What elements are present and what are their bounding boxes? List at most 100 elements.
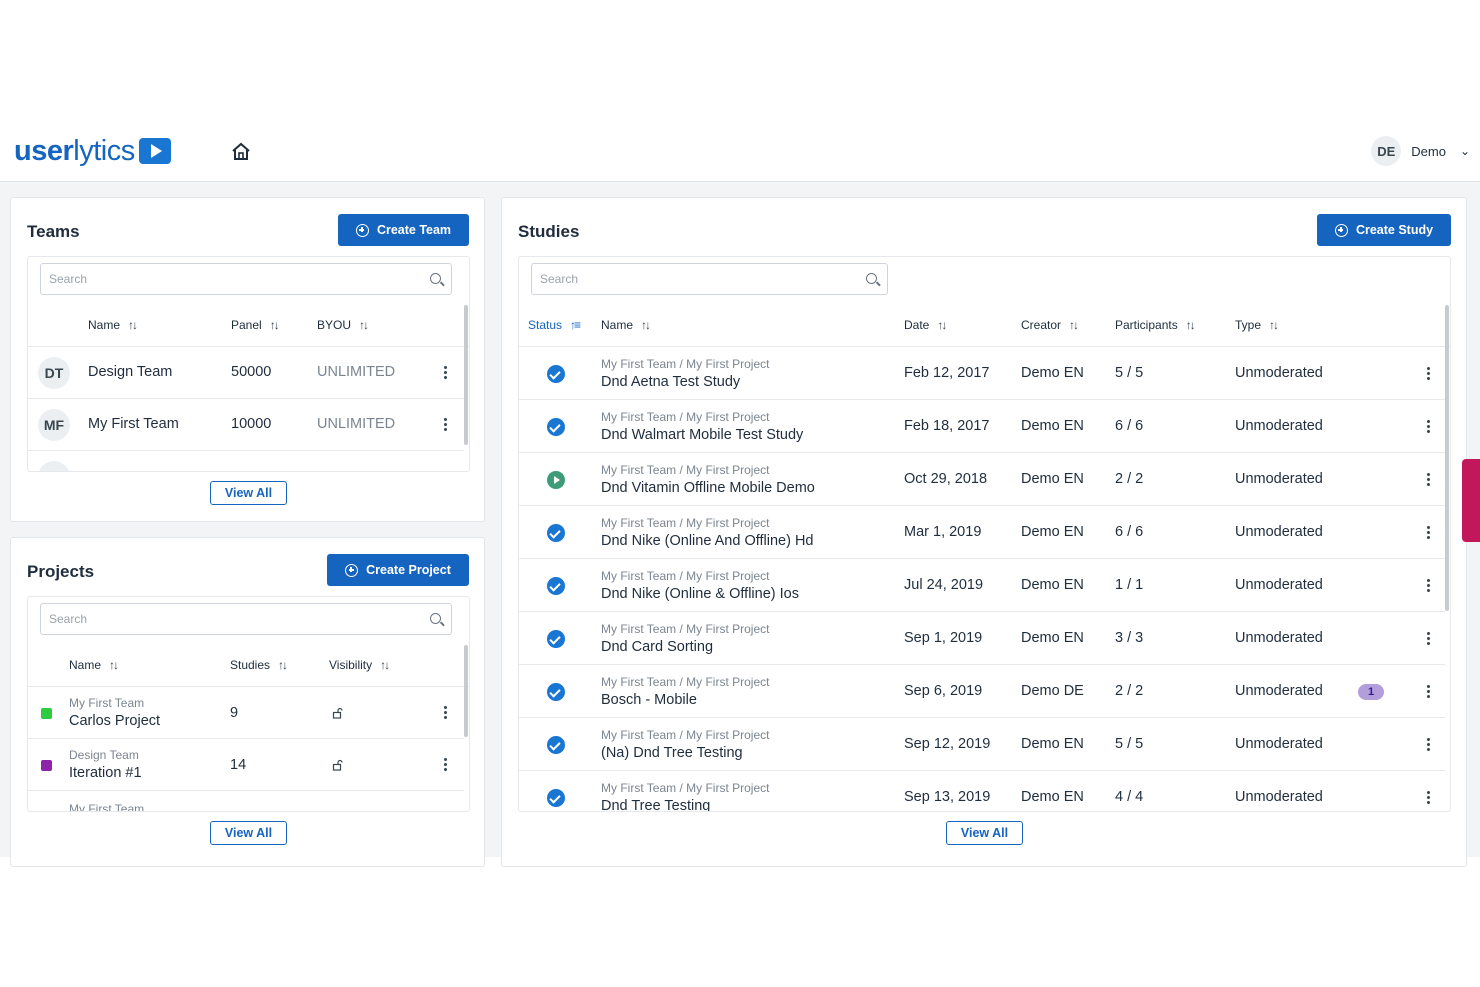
col-name[interactable]: Name ↑↓ <box>601 318 651 332</box>
scrollbar[interactable] <box>1445 305 1449 611</box>
feedback-side-tab[interactable] <box>1462 459 1480 542</box>
col-byou[interactable]: BYOU ↑↓ <box>317 318 369 332</box>
more-options-icon[interactable] <box>444 418 448 432</box>
search-icon[interactable] <box>866 273 877 284</box>
studies-view-all-button[interactable]: View All <box>946 821 1023 845</box>
sort-icon[interactable]: ↑↓ <box>1185 318 1196 332</box>
user-avatar[interactable]: DE <box>1371 136 1402 166</box>
study-creator: Demo EN <box>1021 524 1084 540</box>
projects-search-input[interactable]: Search <box>40 603 452 635</box>
projects-view-all-button[interactable]: View All <box>210 821 287 845</box>
col-status[interactable]: Status ↑≡ <box>528 318 581 332</box>
sort-icon[interactable]: ↑↓ <box>1269 318 1279 332</box>
sort-icon[interactable]: ↑↓ <box>128 318 138 332</box>
col-studies[interactable]: Studies ↑↓ <box>230 658 288 672</box>
sort-icon[interactable]: ↑↓ <box>109 658 119 672</box>
table-row[interactable]: My First Team / My First Project Dnd Tre… <box>519 771 1445 812</box>
table-row[interactable]: My First Team / My First Project (Na) Dn… <box>519 718 1445 771</box>
home-icon[interactable] <box>231 142 251 162</box>
unlock-icon <box>332 759 343 771</box>
table-row[interactable]: My First Team / My First Project Dnd Car… <box>519 612 1445 665</box>
teams-search-input[interactable]: Search <box>40 263 452 295</box>
study-name[interactable]: Dnd Nike (Online And Offline) Hd <box>601 533 814 549</box>
scrollbar[interactable] <box>464 645 468 737</box>
study-name[interactable]: Dnd Vitamin Offline Mobile Demo <box>601 480 815 496</box>
user-name[interactable]: Demo <box>1411 143 1446 159</box>
table-row[interactable]: DT Design Team 50000 UNLIMITED <box>28 347 464 399</box>
logo-text-bold: user <box>14 134 74 167</box>
sort-icon[interactable]: ↑↓ <box>278 658 288 672</box>
study-name[interactable]: Bosch - Mobile <box>601 692 697 708</box>
status-running-icon <box>547 471 565 489</box>
study-type: Unmoderated <box>1235 683 1323 699</box>
sort-icon[interactable]: ↑↓ <box>937 318 947 332</box>
projects-table: Search Name ↑↓ Studies ↑↓ Visibility ↑↓ My … <box>27 596 470 812</box>
more-options-icon[interactable] <box>1427 738 1431 752</box>
search-icon[interactable] <box>430 613 441 624</box>
teams-table: Search Name ↑↓ Panel ↑↓ BYOU ↑↓ DT Design T… <box>27 256 470 472</box>
col-creator[interactable]: Creator ↑↓ <box>1021 318 1079 332</box>
more-options-icon[interactable] <box>1427 473 1431 487</box>
sort-icon[interactable]: ↑↓ <box>269 318 280 332</box>
more-options-icon[interactable] <box>444 706 448 720</box>
table-row[interactable]: My First Team / My First Project Dnd Nik… <box>519 506 1445 559</box>
study-type: Unmoderated <box>1235 736 1323 752</box>
table-row[interactable]: My First Team / My First Project Dnd Wal… <box>519 400 1445 453</box>
userlytics-logo[interactable]: user lytics <box>14 134 171 168</box>
more-options-icon[interactable] <box>444 758 448 772</box>
create-team-button[interactable]: Create Team <box>338 214 469 246</box>
scrollbar[interactable] <box>464 305 468 445</box>
create-study-button[interactable]: Create Study <box>1317 214 1451 246</box>
team-name[interactable]: Design Team <box>88 364 173 380</box>
teams-card: Teams Create Team Search Name ↑↓ Panel ↑↓ … <box>10 197 485 522</box>
col-panel[interactable]: Panel ↑↓ <box>231 318 280 332</box>
study-name[interactable]: (Na) Dnd Tree Testing <box>601 745 743 761</box>
sort-asc-icon[interactable]: ↑≡ <box>570 318 581 332</box>
table-row[interactable]: My First Team / My First Project Dnd Nik… <box>519 559 1445 612</box>
study-name[interactable]: Dnd Card Sorting <box>601 639 714 655</box>
chevron-down-icon[interactable]: ⌄ <box>1459 144 1470 158</box>
table-row[interactable]: My First Team / My First Project Dnd Aet… <box>519 347 1445 400</box>
col-type[interactable]: Type ↑↓ <box>1235 318 1279 332</box>
sort-icon[interactable]: ↑↓ <box>380 658 390 672</box>
table-row[interactable]: MF My First Team 10000 UNLIMITED <box>28 399 464 451</box>
sort-icon[interactable]: ↑↓ <box>359 318 369 332</box>
sort-icon[interactable]: ↑↓ <box>1069 318 1079 332</box>
user-menu[interactable]: DE Demo ⌄ <box>1371 136 1470 166</box>
study-date: Sep 1, 2019 <box>904 630 983 646</box>
study-name[interactable]: Dnd Aetna Test Study <box>601 374 741 390</box>
col-name[interactable]: Name ↑↓ <box>69 658 119 672</box>
study-name[interactable]: Dnd Walmart Mobile Test Study <box>601 427 804 443</box>
more-options-icon[interactable] <box>1427 685 1431 699</box>
study-participants: 4 / 4 <box>1115 789 1144 805</box>
notification-badge[interactable]: 1 <box>1358 684 1384 700</box>
teams-view-all-button[interactable]: View All <box>210 481 287 505</box>
more-options-icon[interactable] <box>1427 632 1431 646</box>
table-row[interactable]: My First Team / My First Project Dnd Vit… <box>519 453 1445 506</box>
project-name[interactable]: Carlos Project <box>69 713 161 729</box>
study-name[interactable]: Dnd Tree Testing <box>601 798 711 812</box>
more-options-icon[interactable] <box>1427 579 1431 593</box>
study-participants: 2 / 2 <box>1115 471 1144 487</box>
more-options-icon[interactable] <box>1427 791 1431 805</box>
table-row[interactable]: My First Team / My First Project Bosch -… <box>519 665 1445 718</box>
team-name[interactable]: My First Team <box>88 416 179 432</box>
create-project-button[interactable]: Create Project <box>327 554 469 586</box>
more-options-icon[interactable] <box>444 366 448 380</box>
col-visibility[interactable]: Visibility ↑↓ <box>329 658 390 672</box>
col-name[interactable]: Name ↑↓ <box>88 318 138 332</box>
more-options-icon[interactable] <box>1427 526 1431 540</box>
more-options-icon[interactable] <box>1427 420 1431 434</box>
table-row[interactable]: My First Team Carlos Project 9 <box>28 687 464 739</box>
more-options-icon[interactable] <box>1427 367 1431 381</box>
status-complete-icon <box>547 365 565 383</box>
col-participants[interactable]: Participants ↑↓ <box>1115 318 1196 332</box>
table-row[interactable]: Design Team Iteration #1 14 <box>28 739 464 791</box>
col-participants-label: Participants <box>1115 318 1178 332</box>
project-name[interactable]: Iteration #1 <box>69 765 142 781</box>
sort-icon[interactable]: ↑↓ <box>641 318 651 332</box>
search-icon[interactable] <box>430 273 441 284</box>
study-name[interactable]: Dnd Nike (Online & Offline) Ios <box>601 586 799 602</box>
col-date[interactable]: Date ↑↓ <box>904 318 947 332</box>
studies-search-input[interactable]: Search <box>531 263 888 295</box>
